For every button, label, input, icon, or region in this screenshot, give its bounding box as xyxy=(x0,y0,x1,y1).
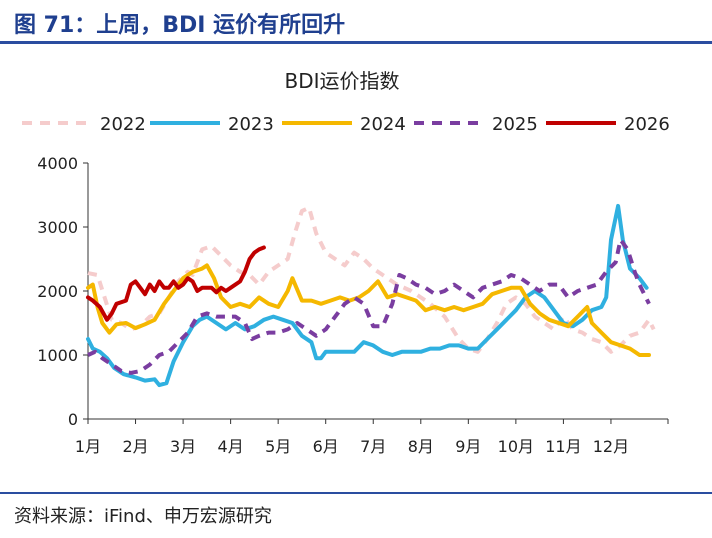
plot-series xyxy=(86,203,656,388)
x-tick-label: 10月 xyxy=(498,437,534,456)
x-tick-label: 1月 xyxy=(75,437,101,456)
series-line-2025 xyxy=(87,237,651,375)
legend: 2022 2023 2024 2025 2026 xyxy=(22,114,670,135)
series-line-2023 xyxy=(86,203,649,388)
legend-label-2023: 2023 xyxy=(228,114,274,135)
x-tick-label: 3月 xyxy=(170,437,196,456)
bdi-line-chart: BDI运价指数 2022 2023 2024 2025 2026 0 1000 2000 30… xyxy=(22,69,670,456)
figure-title: 图 71：上周，BDI 运价有所回升 xyxy=(14,13,346,38)
legend-label-2026: 2026 xyxy=(624,114,670,135)
x-tick-label: 11月 xyxy=(545,437,581,456)
x-tick-label: 4月 xyxy=(218,437,244,456)
series-line-2024 xyxy=(86,263,651,357)
x-axis: 1月 2月 3月 4月 5月 6月 7月 8月 9月 10月 11月 12月 xyxy=(75,418,669,456)
y-tick-label: 3000 xyxy=(37,218,78,237)
x-tick-label: 2月 xyxy=(122,437,148,456)
x-tick-label: 12月 xyxy=(593,437,629,456)
legend-label-2022: 2022 xyxy=(100,114,146,135)
x-tick-label: 7月 xyxy=(360,437,386,456)
y-tick-label: 2000 xyxy=(37,282,78,301)
x-tick-label: 6月 xyxy=(313,437,339,456)
y-tick-label: 0 xyxy=(68,410,78,429)
y-tick-label: 1000 xyxy=(37,346,78,365)
x-tick-label: 5月 xyxy=(265,437,291,456)
legend-label-2025: 2025 xyxy=(492,114,538,135)
y-tick-label: 4000 xyxy=(37,154,78,173)
source-note: 资料来源：iFind、申万宏源研究 xyxy=(14,506,272,527)
chart-title: BDI运价指数 xyxy=(284,69,399,93)
footer-rule xyxy=(0,492,712,494)
x-tick-label: 9月 xyxy=(455,437,481,456)
y-axis: 0 1000 2000 3000 4000 xyxy=(37,154,89,429)
series-line-2026 xyxy=(86,245,266,322)
legend-label-2024: 2024 xyxy=(360,114,406,135)
x-tick-label: 8月 xyxy=(408,437,434,456)
figure-header: 图 71：上周，BDI 运价有所回升 xyxy=(0,0,712,44)
